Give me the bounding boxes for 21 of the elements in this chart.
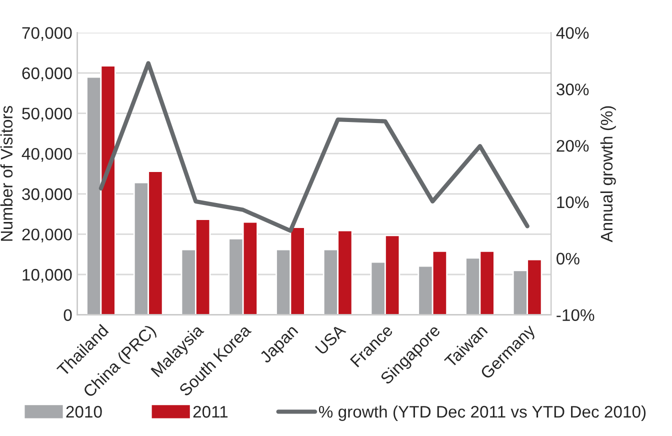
y2-tick-label: -10%: [556, 309, 594, 321]
y-tick-label: 0: [64, 309, 72, 321]
y-tick-label: 10,000: [22, 268, 72, 283]
legend-label: 2011: [193, 406, 228, 418]
y-axis-title: Number of Visitors: [0, 106, 13, 241]
y2-tick-label: 0%: [556, 252, 580, 265]
y2-tick-label: 30%: [556, 84, 589, 96]
x-tick-label: USA: [314, 323, 346, 356]
y2-tick-label: 20%: [556, 140, 589, 152]
y-tick-label: 40,000: [22, 148, 72, 162]
y-tick-label: 50,000: [22, 108, 72, 122]
legend-label: 2010: [66, 406, 102, 418]
y2-tick-label: 40%: [556, 27, 589, 39]
y-tick-label: 30,000: [22, 188, 72, 202]
y2-axis-title: Annual growth (%): [600, 106, 616, 242]
y-tick-label: 70,000: [22, 27, 72, 41]
line-series: [98, 61, 530, 233]
y-tick-label: 60,000: [22, 67, 72, 82]
y-tick-label: 20,000: [22, 228, 72, 242]
legend-label: % growth (YTD Dec 2011 vs YTD Dec 2010): [318, 405, 646, 421]
y2-tick-label: 10%: [557, 196, 589, 208]
